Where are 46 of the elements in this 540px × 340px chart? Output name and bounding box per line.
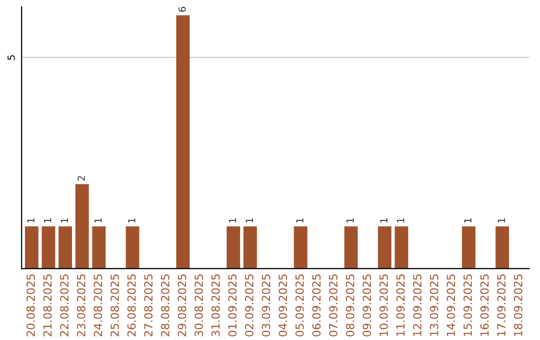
data-label: 1 [27,218,34,223]
data-label: 1 [246,218,253,223]
data-label: 6 [178,6,186,12]
y-tick-label: 5 [8,55,15,60]
x-tick-label: 20.08.2025 [26,274,35,336]
x-tick-label: 10.09.2025 [379,274,388,336]
x-tick-label: 07.09.2025 [329,274,338,336]
x-tick-label: 17.09.2025 [497,274,506,336]
x-tick-label: 23.08.2025 [76,274,86,336]
x-tick-label: 08.09.2025 [346,274,354,336]
x-tick-label: 01.09.2025 [228,274,237,336]
x-tick-label: 26.08.2025 [127,274,136,336]
data-label: 1 [498,218,505,223]
x-tick-label: 18.09.2025 [514,274,522,336]
x-tick-label: 14.09.2025 [446,274,456,336]
x-tick-label: 22.08.2025 [60,274,69,336]
x-tick-label: 27.08.2025 [144,274,153,336]
data-label: 1 [397,218,404,223]
x-tick-label: 31.08.2025 [211,274,220,336]
data-label: 1 [228,218,236,223]
x-tick-label: 16.09.2025 [480,274,489,336]
x-tick-label: 29.08.2025 [178,274,186,336]
x-tick-label: 11.09.2025 [396,274,405,336]
x-tick-label: 13.09.2025 [430,274,438,336]
x-tick-label: 03.09.2025 [262,274,270,336]
data-label: 1 [44,218,52,223]
data-label: 1 [128,218,136,223]
x-tick-label: 24.08.2025 [94,274,102,336]
data-label: 2 [78,176,85,181]
data-label: 1 [464,218,472,223]
data-label: 1 [60,218,68,223]
data-label: 1 [94,218,102,223]
x-tick-label: 06.09.2025 [312,274,321,336]
x-tick-label: 12.09.2025 [413,274,422,336]
x-tick-label: 15.09.2025 [464,274,472,336]
data-label: 1 [296,218,304,223]
x-tick-label: 02.09.2025 [245,274,254,336]
x-tick-label: 04.09.2025 [278,274,288,336]
data-label: 1 [380,218,388,223]
x-tick-label: 30.08.2025 [194,274,203,336]
x-tick-label: 25.08.2025 [110,274,119,336]
x-tick-label: 28.08.2025 [160,274,170,336]
x-tick-label: 09.09.2025 [362,274,372,336]
x-tick-label: 21.08.2025 [43,274,52,336]
data-label: 1 [346,218,354,223]
x-tick-label: 05.09.2025 [295,274,304,336]
